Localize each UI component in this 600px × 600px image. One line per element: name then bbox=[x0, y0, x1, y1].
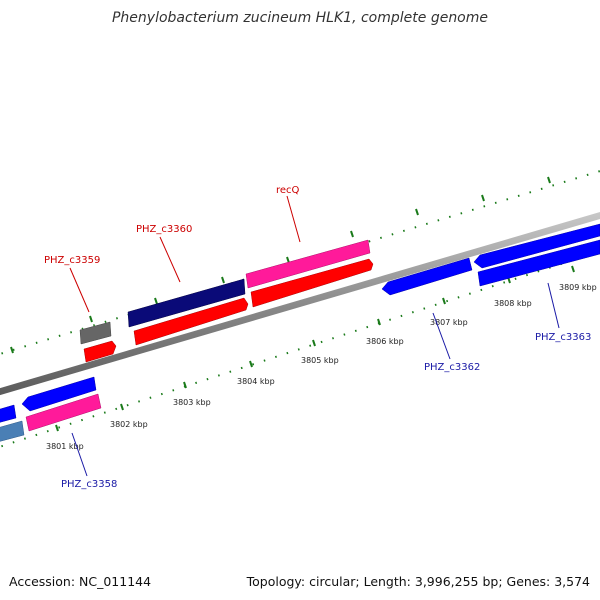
gene-label-phz-c3358[interactable]: PHZ_c3358 bbox=[61, 479, 117, 490]
gene-feature[interactable] bbox=[245, 239, 371, 289]
kbp-label: 3806 kbp bbox=[366, 337, 404, 346]
gene-feature[interactable] bbox=[25, 393, 102, 432]
major-tick bbox=[249, 360, 253, 368]
major-tick bbox=[55, 424, 59, 432]
gene-leader-lines bbox=[69, 195, 560, 477]
major-tick bbox=[10, 346, 14, 354]
gene-feature[interactable] bbox=[127, 278, 246, 328]
reverse-strand-genes bbox=[0, 223, 600, 444]
forward-strand-genes bbox=[79, 239, 374, 363]
kbp-label: 3809 kbp bbox=[559, 283, 597, 292]
kbp-label: 3803 kbp bbox=[173, 398, 211, 407]
gene-feature[interactable] bbox=[0, 420, 25, 444]
gene-label-phz-c3359[interactable]: PHZ_c3359 bbox=[44, 255, 100, 266]
gene-feature[interactable] bbox=[79, 321, 112, 345]
major-tick bbox=[89, 315, 93, 323]
gene-feature[interactable] bbox=[381, 257, 473, 296]
genome-summary-text: Topology: circular; Length: 3,996,255 bp… bbox=[246, 574, 590, 589]
kbp-labels: 3801 kbp 3802 kbp 3803 kbp 3804 kbp 3805… bbox=[46, 283, 597, 451]
kbp-label: 3802 kbp bbox=[110, 420, 148, 429]
gene-label-phz-c3363[interactable]: PHZ_c3363 bbox=[535, 332, 591, 343]
kbp-label: 3807 kbp bbox=[430, 318, 468, 327]
accession-text: Accession: NC_011144 bbox=[9, 574, 151, 589]
kbp-label: 3804 kbp bbox=[237, 377, 275, 386]
gene-feature[interactable] bbox=[477, 239, 600, 287]
gene-feature[interactable] bbox=[250, 258, 374, 308]
gene-feature[interactable] bbox=[0, 404, 17, 425]
gene-label-phz-c3362[interactable]: PHZ_c3362 bbox=[424, 362, 480, 373]
major-tick bbox=[481, 194, 485, 202]
gene-label-phz-c3360[interactable]: PHZ_c3360 bbox=[136, 224, 192, 235]
gene-label-recq[interactable]: recQ bbox=[276, 185, 300, 196]
major-tick bbox=[571, 265, 575, 273]
major-tick bbox=[377, 318, 381, 326]
major-tick bbox=[221, 276, 225, 284]
major-tick bbox=[120, 403, 124, 411]
gene-feature[interactable] bbox=[21, 376, 97, 412]
gene-feature[interactable] bbox=[83, 340, 117, 363]
kbp-label: 3805 kbp bbox=[301, 356, 339, 365]
gene-feature[interactable] bbox=[133, 297, 249, 346]
major-tick bbox=[415, 208, 419, 216]
major-tick bbox=[442, 297, 446, 305]
major-tick bbox=[350, 230, 354, 238]
major-tick bbox=[547, 176, 551, 184]
map-title: Phenylobacterium zucineum HLK1, complete… bbox=[112, 10, 488, 26]
kbp-label: 3808 kbp bbox=[494, 299, 532, 308]
major-tick bbox=[312, 339, 316, 347]
major-tick bbox=[183, 381, 187, 389]
genome-backbone bbox=[0, 212, 600, 396]
major-tick bbox=[154, 297, 158, 305]
gene-feature[interactable] bbox=[473, 223, 600, 269]
kbp-label: 3801 kbp bbox=[46, 442, 84, 451]
